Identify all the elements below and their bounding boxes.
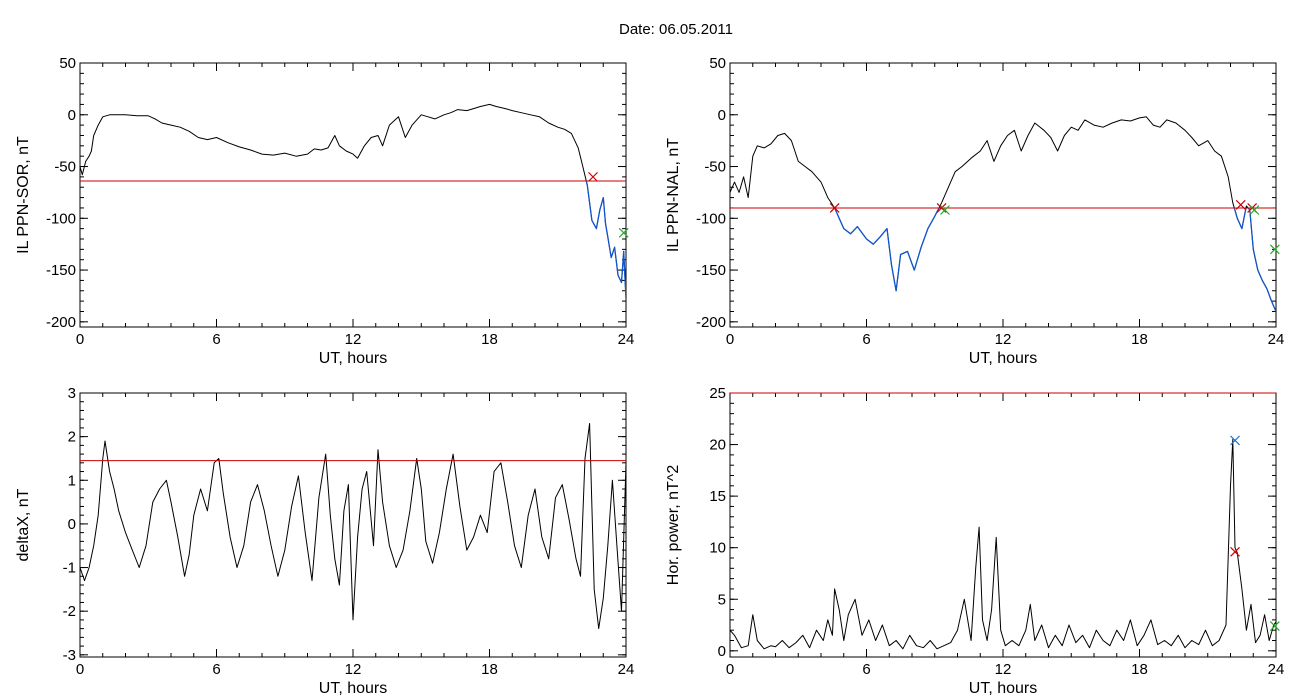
plot-frame [79,62,627,328]
y-tick-label: -50 [54,159,76,176]
y-tick-label: 5 [718,591,726,608]
below-threshold-line [1233,207,1247,230]
x-tick-label: 0 [726,661,734,678]
x-tick-label: 0 [76,661,84,678]
event-marker-blue [1230,435,1240,446]
panel-ppn-nal: 0 6 12 18 24 -200 -150 -100 -50 0 50 UT, hours IL PP… [665,55,1284,367]
event-marker-green [1269,244,1280,255]
y-tick-label: -2 [63,603,76,620]
y-axis-title: Hor. power, nT^2 [665,465,682,586]
marker-stroke [936,203,947,213]
y-tick-label: 50 [59,55,76,72]
x-axis-title: UT, hours [319,680,387,697]
x-tick-label: 18 [1131,661,1148,678]
marker-stroke [829,203,840,213]
y-tick-label: -100 [46,210,76,227]
panel-ppn-sor: 0 6 12 18 24 -200 -150 -100 -50 0 50 UT, hours IL PP… [15,55,634,367]
y-tick-label: 0 [718,107,726,124]
panel-hor-power: 0 6 12 18 24 0 5 10 15 20 25 UT, hours Hor. power, n… [665,385,1284,697]
marker-stroke [1249,205,1260,215]
x-tick-label: 18 [1131,331,1148,348]
x-tick-label: 12 [345,661,362,678]
event-marker-green [940,205,950,215]
x-tick-label: 6 [212,331,220,348]
y-tick-label: -1 [63,560,76,577]
y-tick-label: 1 [68,472,76,489]
x-tick-label: 0 [76,331,84,348]
data-line [730,438,1276,650]
x-tick-label: 18 [481,331,498,348]
below-threshold-line [1247,207,1276,312]
data-line [80,103,626,300]
x-tick-label: 18 [481,661,498,678]
x-tick-label: 0 [726,331,734,348]
below-threshold-line [585,180,626,300]
event-marker-green [1249,205,1260,215]
x-tick-label: 24 [618,331,635,348]
x-axis-title: UT, hours [969,680,1037,697]
y-tick-label: -200 [46,314,76,331]
below-threshold-line [834,207,940,292]
x-tick-label: 6 [862,661,870,678]
plot-area [730,116,1276,312]
figure-title: Date: 06.05.2011 [619,21,733,38]
event-marker-red [1235,199,1246,210]
y-tick-label: 10 [709,540,726,557]
marker-stroke [1230,435,1240,446]
y-tick-label: -150 [46,262,76,279]
y-tick-label: 15 [709,488,726,505]
event-marker-green [618,227,629,238]
plot-area [80,103,626,300]
y-tick-label: -100 [696,210,726,227]
marker-stroke [1230,546,1240,557]
plot-frame [729,392,1277,658]
y-axis-title: deltaX, nT [15,488,32,561]
x-tick-label: 12 [345,331,362,348]
event-marker-red [1230,546,1240,557]
event-marker-red [588,171,598,182]
data-line [80,423,626,630]
y-tick-label: 0 [68,516,76,533]
plot-frame [729,62,1277,328]
y-tick-label: -3 [63,647,76,664]
marker-stroke [940,205,950,215]
y-tick-label: 3 [68,385,76,402]
marker-stroke [1269,621,1280,631]
y-tick-label: -200 [696,314,726,331]
y-tick-label: 0 [718,643,726,660]
plot-area [80,423,626,630]
x-tick-label: 12 [995,331,1012,348]
event-marker-red [829,203,840,213]
x-axis-title: UT, hours [319,350,387,367]
y-tick-label: 20 [709,437,726,454]
event-marker-green [1269,621,1280,631]
y-axis-title: IL PPN-SOR, nT [15,136,32,254]
marker-stroke [1269,244,1280,255]
y-tick-label: 0 [68,107,76,124]
y-tick-label: -50 [704,159,726,176]
y-tick-label: 50 [709,55,726,72]
x-axis-title: UT, hours [969,350,1037,367]
marker-stroke [618,227,629,238]
data-line [730,116,1276,312]
y-axis-title: IL PPN-NAL, nT [665,138,682,252]
x-tick-label: 24 [618,661,635,678]
x-tick-label: 6 [862,331,870,348]
x-tick-label: 6 [212,661,220,678]
x-tick-label: 24 [1268,331,1285,348]
y-tick-label: 2 [68,429,76,446]
y-tick-label: -150 [696,262,726,279]
marker-stroke [1235,199,1246,210]
marker-stroke [588,171,598,182]
y-tick-label: 25 [709,385,726,402]
plot-area [730,438,1276,650]
x-tick-label: 24 [1268,661,1285,678]
x-tick-label: 12 [995,661,1012,678]
